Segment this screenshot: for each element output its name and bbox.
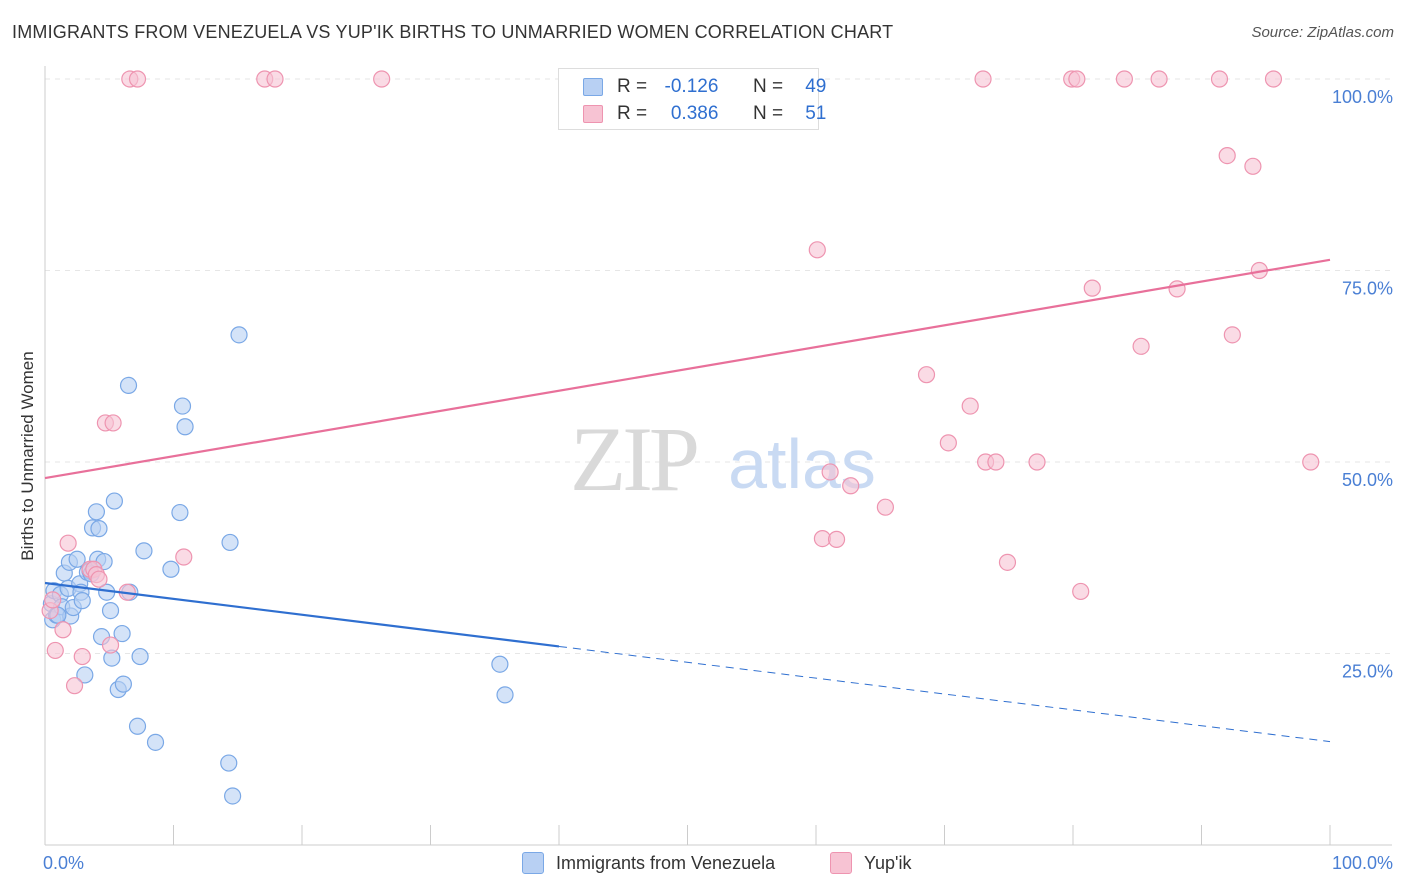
watermark-zip: ZIP	[570, 408, 697, 510]
data-point	[221, 533, 239, 552]
series-yupik	[41, 70, 1320, 695]
data-point	[827, 530, 846, 548]
axes	[44, 66, 1392, 846]
data-point	[146, 733, 165, 751]
data-point	[46, 641, 64, 660]
data-point	[224, 787, 242, 805]
data-point	[1150, 70, 1168, 88]
data-point	[1132, 337, 1150, 355]
data-point	[105, 492, 123, 510]
trend-lines	[44, 258, 1331, 743]
data-point	[59, 534, 77, 552]
data-point	[987, 453, 1005, 471]
stat-r-value: -0.126	[664, 76, 719, 97]
data-point	[491, 655, 509, 673]
data-point	[162, 560, 180, 578]
data-point	[808, 241, 826, 259]
y-tick-label: 25.0%	[1342, 662, 1393, 682]
data-point	[90, 520, 108, 538]
stat-r-label: R =	[617, 103, 648, 124]
x-tick-label: 0.0%	[43, 853, 84, 873]
data-point	[1302, 453, 1320, 471]
data-point	[175, 548, 193, 566]
data-point	[961, 397, 979, 415]
data-point	[73, 647, 91, 666]
data-point	[73, 592, 91, 610]
data-point	[373, 70, 391, 88]
data-point	[1083, 279, 1101, 297]
data-point	[1244, 157, 1262, 175]
legend-pink-swatch-icon	[830, 852, 852, 874]
data-point	[65, 677, 84, 695]
trend-line-solid	[44, 258, 1331, 480]
data-point	[54, 621, 72, 639]
data-point	[171, 503, 189, 522]
data-point	[114, 675, 132, 693]
gridlines	[45, 78, 1392, 654]
data-point	[87, 503, 106, 521]
source-label: Source: ZipAtlas.com	[1251, 24, 1394, 41]
pink-swatch-icon	[583, 105, 603, 123]
data-point	[1223, 326, 1241, 344]
data-point	[173, 397, 192, 415]
data-point	[119, 376, 138, 394]
data-point	[1115, 70, 1134, 88]
trend-line-dashed	[558, 645, 1331, 743]
data-point	[220, 754, 238, 772]
data-point	[128, 717, 147, 735]
data-point	[104, 414, 122, 432]
watermark: ZIP atlas	[570, 408, 876, 510]
trend-line-solid	[44, 581, 560, 648]
data-point	[496, 686, 514, 704]
stat-n-label: N =	[752, 103, 784, 124]
x-tick-label: 100.0%	[1332, 853, 1393, 873]
chart-title: IMMIGRANTS FROM VENEZUELA VS YUP'IK BIRT…	[12, 22, 894, 42]
data-point	[76, 666, 94, 684]
legend-label: Immigrants from Venezuela	[556, 853, 776, 873]
y-tick-label: 100.0%	[1332, 87, 1393, 107]
data-point	[1168, 280, 1186, 298]
stat-n-label: N =	[752, 76, 784, 97]
series-venezuela	[42, 326, 514, 805]
data-point	[1068, 70, 1086, 88]
data-point	[128, 70, 147, 88]
data-points	[41, 70, 1320, 805]
stat-n-value: 51	[805, 103, 827, 124]
data-point	[974, 70, 992, 88]
data-point	[821, 463, 839, 481]
y-tick-label: 50.0%	[1342, 470, 1393, 490]
y-tick-label: 75.0%	[1342, 279, 1393, 299]
data-point	[113, 624, 131, 643]
data-point	[176, 418, 194, 436]
data-point	[1072, 582, 1090, 601]
legend-label: Yup'ik	[864, 853, 912, 873]
data-point	[1218, 147, 1236, 165]
data-point	[1210, 70, 1229, 88]
data-point	[939, 434, 957, 452]
data-point	[131, 647, 149, 666]
legend-blue-swatch-icon	[522, 852, 544, 874]
stat-r-value: 0.386	[670, 103, 719, 124]
data-point	[842, 477, 860, 495]
data-point	[1264, 70, 1283, 88]
data-point	[135, 542, 153, 560]
data-point	[998, 553, 1017, 571]
data-point	[230, 326, 248, 344]
data-point	[1028, 453, 1046, 471]
blue-swatch-icon	[583, 78, 603, 96]
stat-r-label: R =	[617, 76, 648, 97]
data-point	[266, 70, 284, 88]
tick-labels: 25.0% 50.0% 75.0% 100.0% 0.0% 100.0%	[43, 87, 1393, 873]
data-point	[101, 636, 120, 654]
data-point	[101, 602, 120, 620]
data-point	[44, 591, 62, 609]
data-point	[90, 570, 108, 588]
data-point	[876, 498, 894, 516]
data-point	[917, 366, 936, 384]
data-point	[68, 550, 86, 568]
stat-n-value: 49	[805, 76, 827, 97]
correlation-stats-box: R = -0.126 N = 49 R = 0.386 N = 51	[558, 68, 826, 130]
